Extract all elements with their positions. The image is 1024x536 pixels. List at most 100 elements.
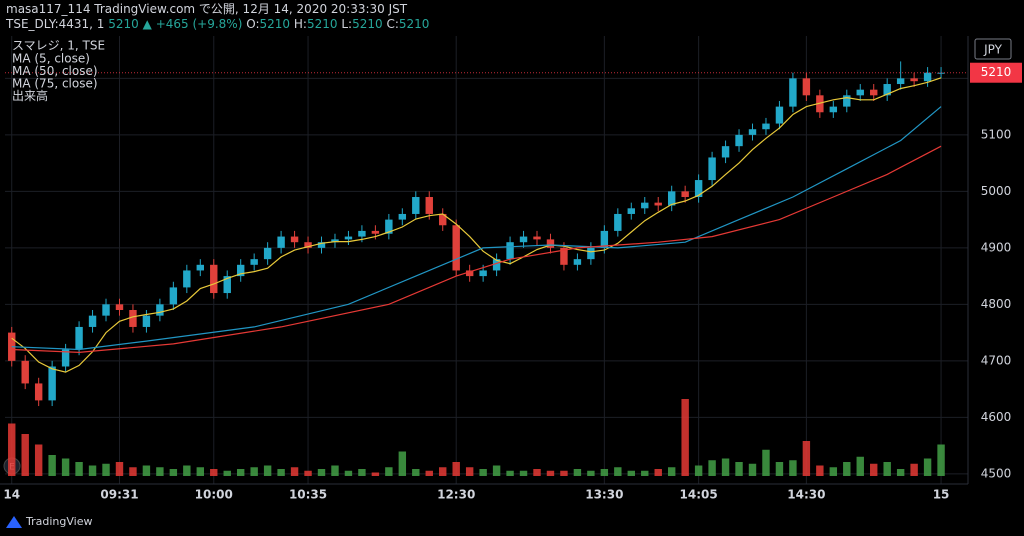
volume-bar <box>573 469 582 476</box>
ma-line <box>11 106 942 351</box>
candle-body <box>142 315 151 327</box>
volume-bar <box>290 467 299 476</box>
volume-bar <box>115 462 124 476</box>
candle <box>304 236 312 254</box>
volume-bar <box>546 470 555 476</box>
volume-bar <box>169 469 178 476</box>
candle-body <box>48 366 56 401</box>
candle-body <box>223 276 231 294</box>
volume-bar <box>479 469 487 476</box>
candle-body <box>263 247 272 260</box>
candle <box>115 298 124 316</box>
y-tick-label: 4500 <box>981 466 1012 480</box>
candle-body <box>398 213 407 220</box>
candle <box>870 84 878 101</box>
candle <box>75 321 83 356</box>
volume-bar <box>627 470 635 476</box>
candle <box>923 67 932 87</box>
ohlc-value: 5210 <box>398 17 430 31</box>
volume-bar <box>843 462 851 476</box>
volume-bar <box>600 469 609 476</box>
candle <box>385 213 393 240</box>
volume-bar <box>331 465 339 476</box>
legend-entry: MA (5, close) <box>12 52 90 66</box>
ohlc-key: H: <box>293 17 307 31</box>
candle <box>883 78 891 101</box>
candle <box>88 309 97 333</box>
candle <box>142 309 151 333</box>
last-price-box <box>970 62 1022 83</box>
volume-bar <box>88 465 97 476</box>
x-tick-label: 13:30 <box>585 488 623 502</box>
candle-body <box>304 242 312 248</box>
candle-body <box>129 309 137 327</box>
candle-body <box>870 89 878 96</box>
volume-bar <box>654 469 662 476</box>
candle-body <box>654 202 662 206</box>
candle-body <box>331 239 339 243</box>
x-tick-label: 14 <box>3 488 20 502</box>
x-tick-label: 15 <box>933 488 950 502</box>
y-tick-label: 5000 <box>981 184 1012 198</box>
candle <box>910 72 918 87</box>
volume-bar <box>223 470 231 476</box>
change: ▲ +465 (+9.8%) <box>142 17 243 31</box>
candle-body <box>641 202 649 209</box>
candle-body <box>614 213 622 231</box>
volume-bar <box>937 444 945 476</box>
volume-bar <box>762 449 770 476</box>
volume-bar <box>250 467 258 476</box>
volume-bar <box>142 465 151 476</box>
candle <box>210 259 218 299</box>
candle-body <box>587 247 595 260</box>
candle-body <box>169 287 178 305</box>
ohlc-value: 5210 <box>352 17 383 31</box>
ohlc-value: 5210 <box>306 17 338 31</box>
candle <box>439 208 447 231</box>
legend-entry: 出来高 <box>12 88 48 103</box>
volume-bar <box>61 458 70 476</box>
candle-body <box>412 197 420 214</box>
volume-bar <box>412 469 420 476</box>
volume-bar <box>236 469 245 476</box>
candle <box>317 236 326 254</box>
ohlc-value: 5210 <box>259 17 291 31</box>
volume-bar <box>816 465 824 476</box>
volume-bar <box>896 469 905 476</box>
header: masa117_114 TradingView.com で公開, 12月 14,… <box>6 2 429 32</box>
candle-body <box>627 208 635 214</box>
candle-body <box>694 180 703 198</box>
volume-bar <box>667 467 676 476</box>
candle-body <box>829 106 838 113</box>
volume-bar <box>694 465 703 476</box>
volume-bar <box>439 467 447 476</box>
candle <box>344 230 353 246</box>
volume-bar <box>465 467 474 476</box>
volume-bar <box>317 469 326 476</box>
candle <box>654 197 662 212</box>
candle-body <box>681 191 689 198</box>
volume-bar <box>721 458 730 476</box>
candle-body <box>236 264 245 277</box>
volume-bar <box>156 467 164 476</box>
volume-bar <box>519 470 528 476</box>
volume-bar <box>48 455 56 476</box>
candle <box>546 233 555 254</box>
legend-title: スマレジ, 1, TSE <box>12 39 105 53</box>
candle-body <box>196 264 204 271</box>
candle-body <box>61 349 70 367</box>
candle <box>667 185 676 212</box>
volume-bar <box>102 463 110 476</box>
candle-body <box>748 129 757 135</box>
candle-body <box>183 270 191 288</box>
candle <box>169 281 178 310</box>
candle <box>331 233 339 248</box>
candle-body <box>479 270 487 277</box>
candle-body <box>573 259 582 265</box>
candle-body <box>385 219 393 234</box>
candle-body <box>115 304 124 310</box>
candle-body <box>317 242 326 248</box>
candle <box>452 219 460 277</box>
